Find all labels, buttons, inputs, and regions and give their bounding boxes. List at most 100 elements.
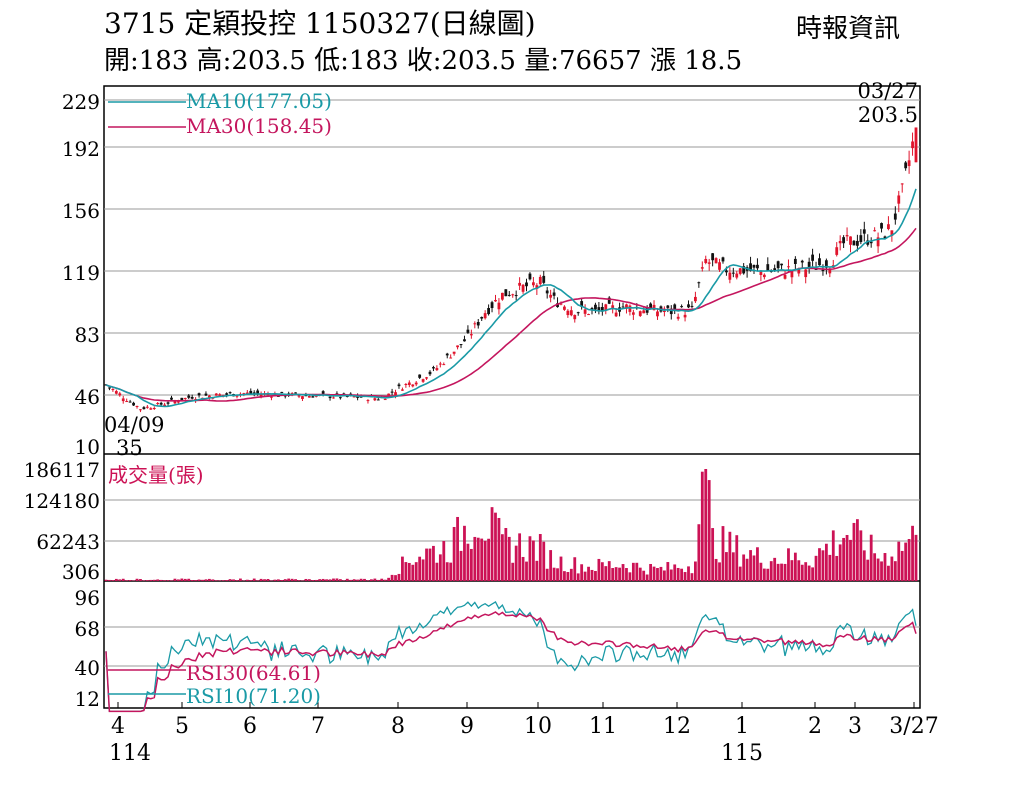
volume-bar xyxy=(287,578,291,581)
volume-bar xyxy=(266,579,270,581)
volume-bar xyxy=(166,580,170,581)
volume-bar xyxy=(556,568,559,581)
volume-bar xyxy=(370,579,373,581)
volume-bar xyxy=(669,569,673,581)
volume-bar xyxy=(742,554,746,581)
candle-body xyxy=(297,395,301,397)
chart-title: 3715 定穎投控 1150327(日線圖) xyxy=(104,7,536,40)
volume-bar xyxy=(511,562,515,581)
candle-body xyxy=(725,270,728,273)
volume-bar xyxy=(721,526,725,581)
volume-bar xyxy=(335,578,339,581)
volume-bar xyxy=(828,554,832,581)
candle-body xyxy=(518,282,522,286)
volume-bar xyxy=(890,556,894,581)
rsi-lines xyxy=(105,600,917,713)
candle-body xyxy=(256,390,260,394)
candle-body xyxy=(787,266,790,268)
candle-body xyxy=(759,270,763,275)
volume-bar xyxy=(745,558,749,581)
volume-bar xyxy=(811,567,814,581)
x-tick-label: 10 xyxy=(524,714,552,739)
x-tick-label: 6 xyxy=(243,714,257,739)
volume-bar xyxy=(201,579,204,581)
candle-body xyxy=(108,387,111,389)
price-tick-label: 229 xyxy=(62,90,100,114)
candle-body xyxy=(280,391,284,393)
volume-bar xyxy=(793,552,797,581)
candle-body xyxy=(159,402,163,405)
volume-bar xyxy=(538,534,542,581)
candle-body xyxy=(249,390,253,394)
volume-bar xyxy=(256,580,260,581)
candle-body xyxy=(845,235,849,237)
candle-body xyxy=(756,264,759,269)
x-tick-label: 1 xyxy=(735,714,749,739)
volume-bar xyxy=(283,579,287,581)
volume-bar xyxy=(121,578,125,581)
candle-body xyxy=(545,290,549,294)
candle-body xyxy=(652,304,656,311)
candle-body xyxy=(559,303,563,305)
candle-body xyxy=(487,308,490,315)
volume-bar xyxy=(714,558,718,581)
volume-legend-label: 成交量(張) xyxy=(108,463,204,487)
volume-bar xyxy=(635,562,639,581)
candle-body xyxy=(480,316,484,319)
volume-bar xyxy=(656,568,659,581)
volume-bar xyxy=(738,566,742,581)
volume-bar xyxy=(859,530,863,581)
candle-body xyxy=(328,396,332,399)
volume-bar xyxy=(563,571,566,581)
candle-body xyxy=(204,393,208,396)
candle-body xyxy=(893,213,897,220)
volume-bar xyxy=(139,579,142,581)
volume-bar xyxy=(435,562,439,581)
candle-body xyxy=(866,240,870,245)
candle-body xyxy=(332,397,335,399)
candle-body xyxy=(611,305,615,309)
volume-bar xyxy=(204,579,208,581)
candle-body xyxy=(156,403,160,405)
candle-body xyxy=(649,303,652,309)
volume-bar xyxy=(311,580,315,581)
volume-bar xyxy=(180,578,184,581)
candle-body xyxy=(631,312,635,315)
volume-tick-label: 186117 xyxy=(24,458,100,482)
volume-bar xyxy=(842,537,846,581)
candle-body xyxy=(283,395,287,397)
volume-bar xyxy=(118,579,122,581)
candle-body xyxy=(180,397,184,401)
volume-bar xyxy=(725,552,728,581)
volume-bar xyxy=(456,516,459,581)
candle-body xyxy=(252,392,256,394)
volume-bar xyxy=(445,562,449,581)
volume-bar xyxy=(659,566,663,581)
volume-bar xyxy=(873,553,877,581)
volume-bar xyxy=(576,573,580,581)
candle-body xyxy=(883,236,887,239)
volume-bar xyxy=(418,556,422,581)
volume-bar xyxy=(497,517,501,581)
candle-body xyxy=(483,313,487,319)
x-year-label: 115 xyxy=(721,741,763,766)
volume-bar xyxy=(373,578,377,581)
candle-body xyxy=(673,304,677,310)
volume-bar xyxy=(304,578,308,581)
candle-body xyxy=(862,229,866,234)
candle-body xyxy=(824,260,828,268)
candle-body xyxy=(435,368,439,371)
volume-bar xyxy=(273,579,277,581)
candle-body xyxy=(773,268,777,271)
volume-bar xyxy=(645,574,649,581)
candle-body xyxy=(604,304,608,311)
candle-body xyxy=(266,394,270,396)
volume-bar xyxy=(104,579,108,581)
volume-bar xyxy=(301,580,304,581)
volume-bar xyxy=(583,571,587,581)
x-tick-label: 7 xyxy=(311,714,325,739)
volume-bar xyxy=(500,534,504,581)
volume-bar xyxy=(662,570,666,581)
candle-body xyxy=(276,395,280,397)
candle-body xyxy=(507,294,511,296)
